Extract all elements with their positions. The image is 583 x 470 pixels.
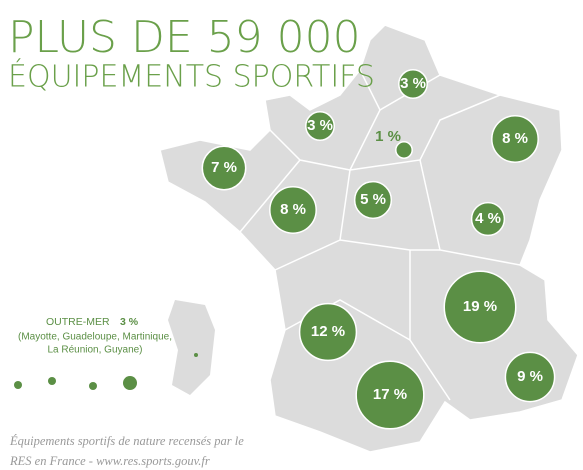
bubble bbox=[355, 360, 425, 430]
bubble-label: 17 % bbox=[373, 386, 407, 403]
bubble-label: 3 % bbox=[400, 75, 426, 92]
bubble-label: 8 % bbox=[502, 130, 528, 147]
bubble bbox=[398, 69, 428, 99]
bubble-label: 5 % bbox=[360, 191, 386, 208]
overseas-label: OUTRE-MER bbox=[46, 316, 110, 328]
guyane-dot bbox=[194, 353, 198, 357]
region-borders bbox=[239, 69, 521, 401]
bubble bbox=[269, 186, 317, 234]
bubble-label: 12 % bbox=[311, 323, 345, 340]
bubble-label: 8 % bbox=[280, 201, 306, 218]
bubble bbox=[298, 302, 358, 362]
bubble-label: 1 % bbox=[375, 128, 401, 145]
bubble-label: 4 % bbox=[475, 210, 501, 227]
island-dot bbox=[123, 376, 137, 390]
bubble-label: 7 % bbox=[211, 159, 237, 176]
footer-note: RES en France - www.res.sports.gouv.fr bbox=[9, 454, 210, 468]
bubble bbox=[305, 111, 335, 141]
subtitle: ÉQUIPEMENTS SPORTIFS bbox=[8, 59, 375, 95]
bubble bbox=[470, 201, 506, 237]
overseas-value: 3 % bbox=[120, 316, 139, 328]
bubble bbox=[443, 270, 517, 344]
bubble bbox=[491, 115, 539, 163]
guyane-map bbox=[168, 300, 215, 395]
bubble-label: 19 % bbox=[463, 298, 497, 315]
island-dot bbox=[14, 381, 22, 389]
title: PLUS DE 59 000 bbox=[8, 12, 361, 63]
bubble bbox=[504, 351, 556, 403]
bubble bbox=[353, 180, 393, 220]
bubble-label: 3 % bbox=[307, 117, 333, 134]
island-dot bbox=[48, 377, 56, 385]
bubble-label: 9 % bbox=[517, 368, 543, 385]
island-dot bbox=[89, 382, 97, 390]
overseas-detail: (Mayotte, Guadeloupe, Martinique, bbox=[18, 332, 172, 343]
overseas-detail: La Réunion, Guyane) bbox=[47, 345, 142, 356]
bubble bbox=[201, 145, 247, 191]
bubble bbox=[395, 141, 413, 159]
france-map bbox=[159, 24, 579, 453]
footer-note: Équipements sportifs de nature recensés … bbox=[9, 434, 244, 448]
